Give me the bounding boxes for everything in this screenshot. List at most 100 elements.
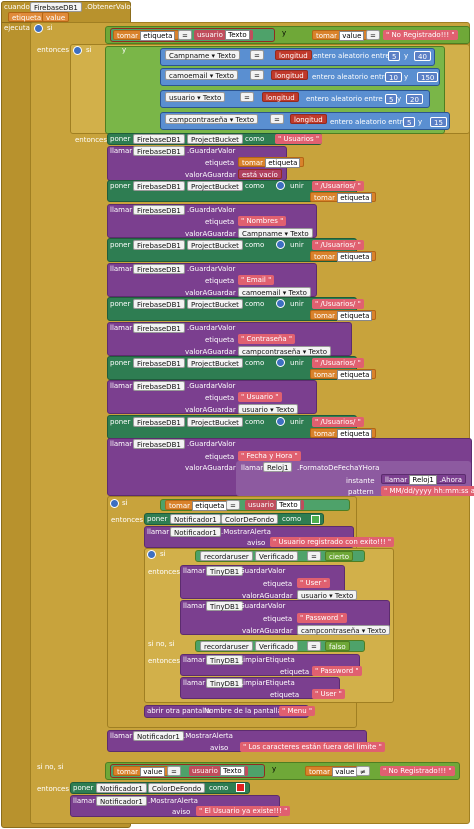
inner-if-gear-icon[interactable] [73, 46, 82, 55]
unir-gear-icon-2[interactable] [276, 240, 285, 249]
if2-gear-icon[interactable] [110, 499, 119, 508]
get-etiqueta-2[interactable]: tomar etiqueta [238, 157, 305, 168]
fb-4[interactable]: FirebaseDB1 [133, 299, 185, 309]
text-usuario-1[interactable]: usuario Texto [194, 30, 253, 40]
str-usuarios-slash-3[interactable]: " /Usuarios/ " [312, 299, 364, 309]
str-usuario[interactable]: " Usuario " [238, 392, 282, 402]
fb-1[interactable]: FirebaseDB1 [133, 134, 185, 144]
campcontrasena-val[interactable]: campcontraseña ▾ Texto [238, 346, 331, 356]
color-red-swatch[interactable] [236, 783, 245, 792]
usuario-val-2[interactable]: usuario ▾ Texto [297, 590, 358, 600]
bucket-2[interactable]: ProjectBucket [187, 181, 243, 191]
empty-list[interactable]: está vacío [238, 169, 282, 179]
fb-call-6[interactable]: FirebaseDB1 [133, 439, 185, 449]
campname-field[interactable]: Campname ▾ Texto [165, 50, 240, 60]
str-menu[interactable]: " Menu " [279, 706, 316, 716]
fb-6[interactable]: FirebaseDB1 [133, 417, 185, 427]
get-etiqueta-6[interactable]: tomar etiqueta [310, 369, 377, 380]
usuario-val[interactable]: usuario ▾ Texto [238, 404, 299, 414]
text-usuario-2[interactable]: usuario Texto [245, 500, 304, 510]
campcontrasena-field[interactable]: campcontraseña ▾ Texto [165, 114, 258, 124]
bucket-4[interactable]: ProjectBucket [187, 299, 243, 309]
str-limite[interactable]: " Los caracteres están fuera del limite … [240, 742, 385, 752]
text-no-registrado-2[interactable]: " No Registrado!!! " [380, 766, 455, 776]
op-eq-8[interactable]: = [307, 551, 321, 561]
tinydb-4[interactable]: TinyDB1 [206, 678, 244, 688]
num-5-c[interactable]: 5 [403, 117, 416, 127]
bucket-5[interactable]: ProjectBucket [187, 358, 243, 368]
fb-call-3[interactable]: FirebaseDB1 [133, 264, 185, 274]
num-5-b[interactable]: 5 [385, 94, 398, 104]
length-4[interactable]: longitud [290, 114, 327, 124]
str-contrasena[interactable]: " Contraseña " [238, 334, 296, 344]
notificador-4[interactable]: Notificador1 [96, 783, 147, 793]
op-eq-4[interactable]: = [250, 70, 264, 80]
op-eq-2[interactable]: = [366, 30, 380, 40]
fb-3[interactable]: FirebaseDB1 [133, 240, 185, 250]
colordefondo-2[interactable]: ColorDeFondo [148, 783, 206, 793]
num-150[interactable]: 150 [417, 72, 439, 82]
get-etiqueta-4[interactable]: tomar etiqueta [310, 251, 377, 262]
op-eq-9[interactable]: = [307, 641, 321, 651]
op-eq-10[interactable]: = [167, 766, 181, 776]
param-value[interactable]: value [42, 12, 70, 22]
fb-call-4[interactable]: FirebaseDB1 [133, 323, 185, 333]
get-etiqueta[interactable]: tomar etiqueta [113, 30, 180, 41]
get-etiqueta-5[interactable]: tomar etiqueta [310, 310, 377, 321]
unir-gear-icon-4[interactable] [276, 358, 285, 367]
text-usuario-3[interactable]: usuario Texto [189, 766, 248, 776]
get-value-1[interactable]: tomar value [312, 30, 369, 41]
fb-2[interactable]: FirebaseDB1 [133, 181, 185, 191]
camoemail-field[interactable]: camoemail ▾ Texto [165, 70, 238, 80]
reloj-1[interactable]: Reloj1 [263, 462, 293, 472]
outer-if-gear-icon[interactable] [34, 24, 43, 33]
notificador-1[interactable]: Notificador1 [170, 514, 221, 524]
bucket-3[interactable]: ProjectBucket [187, 240, 243, 250]
str-user-2[interactable]: " User " [312, 689, 345, 699]
colordefondo-1[interactable]: ColorDeFondo [221, 514, 279, 524]
bucket-1[interactable]: ProjectBucket [187, 134, 243, 144]
num-15[interactable]: 15 [430, 117, 447, 127]
fb-call-1[interactable]: FirebaseDB1 [133, 146, 185, 156]
op-eq-1[interactable]: = [178, 30, 192, 40]
if3-gear-icon[interactable] [147, 550, 156, 559]
campcontrasena-val-2[interactable]: campcontraseña ▾ Texto [297, 625, 390, 635]
call-ahora[interactable]: llamar Reloj1 .Ahora [381, 474, 467, 485]
tinydb-1[interactable]: TinyDB1 [206, 566, 244, 576]
str-password-1[interactable]: " Password " [297, 613, 347, 623]
str-usuarios-slash-4[interactable]: " /Usuarios/ " [312, 358, 364, 368]
op-eq-6[interactable]: = [270, 114, 284, 124]
str-nombres[interactable]: " Nombres " [238, 216, 287, 226]
op-eq-3[interactable]: = [250, 50, 264, 60]
op-neq[interactable]: ≠ [356, 766, 370, 776]
str-email[interactable]: " Email " [238, 275, 275, 285]
length-1[interactable]: longitud [275, 50, 312, 60]
notificador-2[interactable]: Notificador1 [170, 527, 221, 537]
length-2[interactable]: longitud [271, 70, 308, 80]
str-registrado[interactable]: " Usuario registrado con exito!!! " [270, 537, 395, 547]
color-green-swatch[interactable] [311, 515, 320, 524]
bool-cierto[interactable]: cierto [325, 551, 354, 561]
fb-call-5[interactable]: FirebaseDB1 [133, 381, 185, 391]
verificado-1[interactable]: Verificado [255, 551, 298, 561]
get-etiqueta-7[interactable]: tomar etiqueta [310, 428, 377, 439]
text-no-registrado-1[interactable]: " No Registrado!!! " [383, 30, 458, 40]
bool-falso[interactable]: falso [325, 641, 350, 651]
op-eq-5[interactable]: = [240, 92, 254, 102]
get-value-2[interactable]: tomar value [113, 766, 170, 777]
campname-val[interactable]: Campname ▾ Texto [238, 228, 313, 238]
notificador-3[interactable]: Notificador1 [133, 731, 184, 741]
num-20[interactable]: 20 [406, 94, 423, 104]
bucket-6[interactable]: ProjectBucket [187, 417, 243, 427]
str-usuarios[interactable]: " Usuarios " [275, 134, 323, 144]
notificador-5[interactable]: Notificador1 [96, 796, 147, 806]
unir-gear-icon-5[interactable] [276, 417, 285, 426]
num-5-a[interactable]: 5 [388, 51, 401, 61]
get-value-3[interactable]: tomar value [305, 766, 362, 777]
str-usuarios-slash-1[interactable]: " /Usuarios/ " [312, 181, 364, 191]
num-40[interactable]: 40 [414, 51, 431, 61]
unir-gear-icon-3[interactable] [276, 299, 285, 308]
event-component-dropdown[interactable]: FirebaseDB1 [30, 2, 82, 12]
str-password-2[interactable]: " Password " [312, 666, 362, 676]
get-etiqueta-8[interactable]: tomar etiqueta [165, 500, 232, 511]
